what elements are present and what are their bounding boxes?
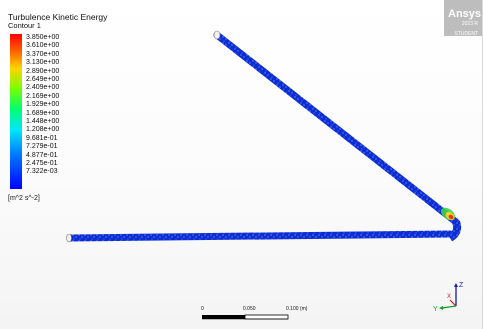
- legend-colorbar: [10, 34, 22, 189]
- legend-tick: 3.850e+00: [26, 34, 60, 41]
- legend-tick: 7.322e-03: [26, 168, 58, 176]
- legend-tick: 9.681e-01: [26, 134, 58, 142]
- logo-year: 2023 R: [461, 21, 478, 27]
- legend-tick: 1.689e+00: [26, 109, 60, 117]
- hotspot-red: [448, 214, 454, 220]
- scale-label-end: 0.100 (m): [286, 306, 308, 312]
- legend-tick: 2.890e+00: [26, 67, 60, 75]
- legend-subtitle: Contour 1: [8, 21, 41, 30]
- legend-tick: 2.169e+00: [26, 92, 60, 100]
- legend-tick: 2.475e-01: [26, 160, 58, 167]
- scale-label-mid: 0.050: [243, 306, 256, 312]
- legend-tick: 1.208e+00: [26, 126, 60, 134]
- inclined-pipe: [213, 31, 460, 226]
- legend-tick: 7.279e-01: [26, 143, 58, 151]
- axis-x-label: X: [447, 294, 451, 300]
- legend-tick: 3.610e+00: [26, 42, 60, 50]
- logo-edition: STUDENT: [454, 31, 478, 37]
- legend-tick: 2.409e+00: [26, 84, 60, 92]
- scale-label-0: 0: [201, 306, 204, 312]
- pipe-outlet-cap: [66, 233, 72, 243]
- legend-tick: 2.649e+00: [26, 76, 60, 83]
- legend-tick: 3.370e+00: [26, 50, 60, 58]
- scale-bar: 0 0.050 0.100 (m): [200, 306, 320, 326]
- logo-brand: Ansys: [448, 8, 482, 20]
- legend-tick: 4.877e-01: [26, 151, 58, 159]
- axis-z-label: Z: [459, 282, 464, 289]
- legend-tick: 3.130e+00: [26, 59, 60, 67]
- scale-bar-graphic: [202, 314, 289, 320]
- legend-tick: 1.929e+00: [26, 101, 60, 109]
- legend-tick: 1.448e+00: [26, 118, 60, 125]
- ansys-logo: Ansys 2023 R STUDENT: [444, 0, 482, 37]
- axis-y-label: Y: [433, 306, 438, 313]
- axis-triad: Z Y X: [433, 282, 464, 313]
- legend-title: Turbulence Kinetic Energy: [8, 12, 108, 22]
- legend-units: [m^2 s^-2]: [8, 195, 40, 202]
- pipe-inlet-cap: [213, 30, 221, 40]
- horizontal-pipe: [66, 230, 454, 242]
